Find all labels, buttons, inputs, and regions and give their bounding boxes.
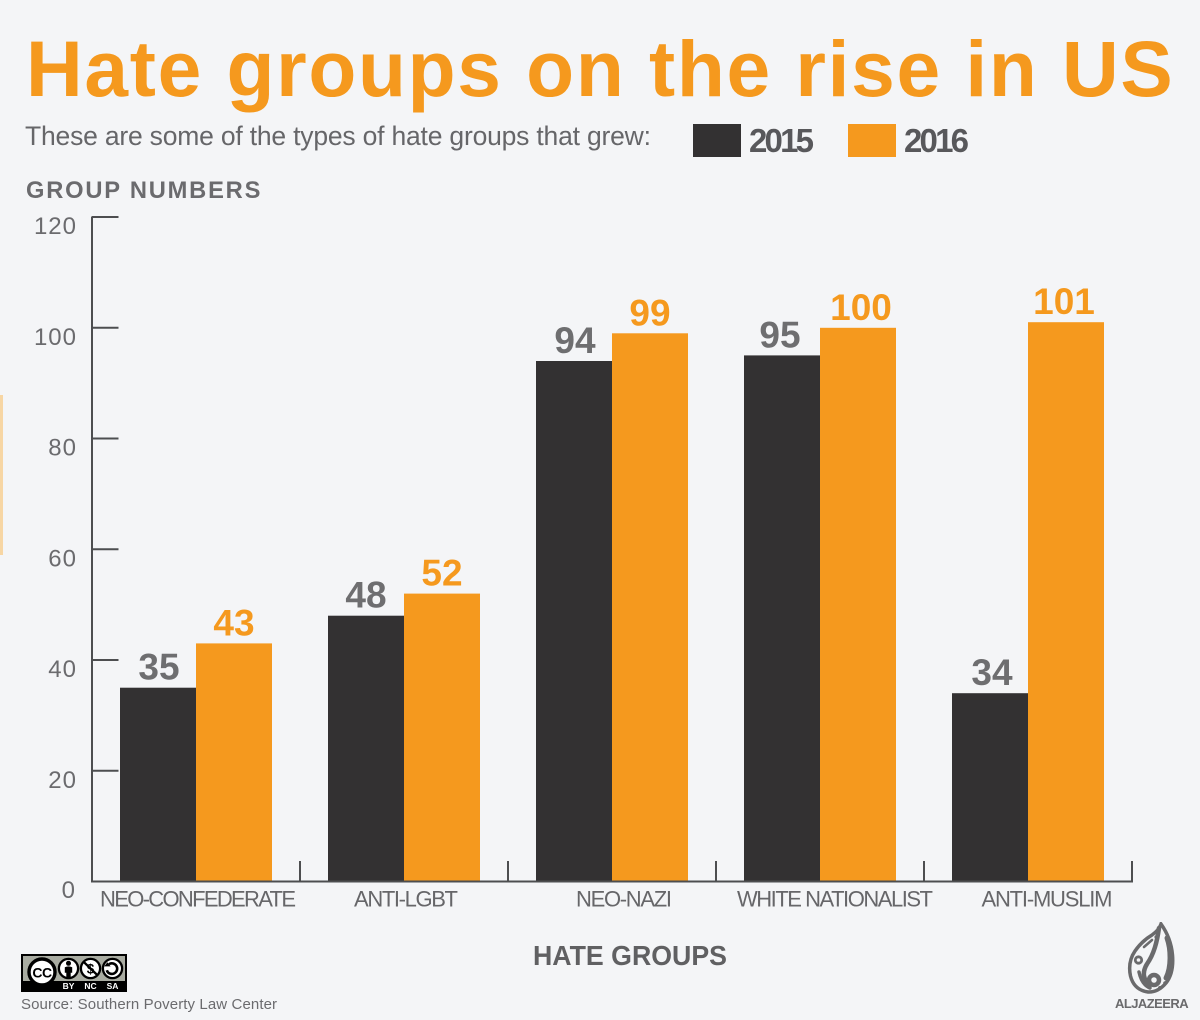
svg-text:101: 101	[1033, 281, 1095, 322]
svg-text:NC: NC	[84, 981, 96, 991]
svg-text:94: 94	[554, 320, 596, 361]
svg-text:0: 0	[62, 877, 76, 904]
svg-text:ANTI-LGBT: ANTI-LGBT	[354, 887, 458, 912]
svg-text:43: 43	[213, 602, 254, 643]
svg-text:NEO-NAZI: NEO-NAZI	[576, 887, 672, 912]
svg-text:80: 80	[48, 435, 77, 462]
svg-text:20: 20	[48, 767, 77, 794]
svg-text:34: 34	[971, 652, 1013, 693]
svg-text:ANTI-MUSLIM: ANTI-MUSLIM	[982, 887, 1113, 912]
svg-text:HATE GROUPS: HATE GROUPS	[533, 940, 727, 971]
svg-text:WHITE NATIONALIST: WHITE NATIONALIST	[737, 887, 933, 912]
svg-text:52: 52	[421, 553, 462, 594]
svg-text:60: 60	[48, 545, 77, 572]
svg-text:NEO-CONFEDERATE: NEO-CONFEDERATE	[100, 887, 296, 912]
svg-text:95: 95	[759, 314, 800, 355]
svg-text:35: 35	[138, 647, 179, 688]
svg-text:48: 48	[345, 575, 386, 616]
svg-text:BY: BY	[63, 981, 75, 991]
svg-text:40: 40	[48, 656, 77, 683]
svg-text:SA: SA	[107, 981, 119, 991]
svg-text:CC: CC	[32, 965, 52, 981]
svg-text:120: 120	[34, 213, 77, 240]
svg-text:100: 100	[34, 324, 77, 351]
svg-text:99: 99	[629, 292, 670, 333]
svg-text:100: 100	[830, 287, 892, 328]
